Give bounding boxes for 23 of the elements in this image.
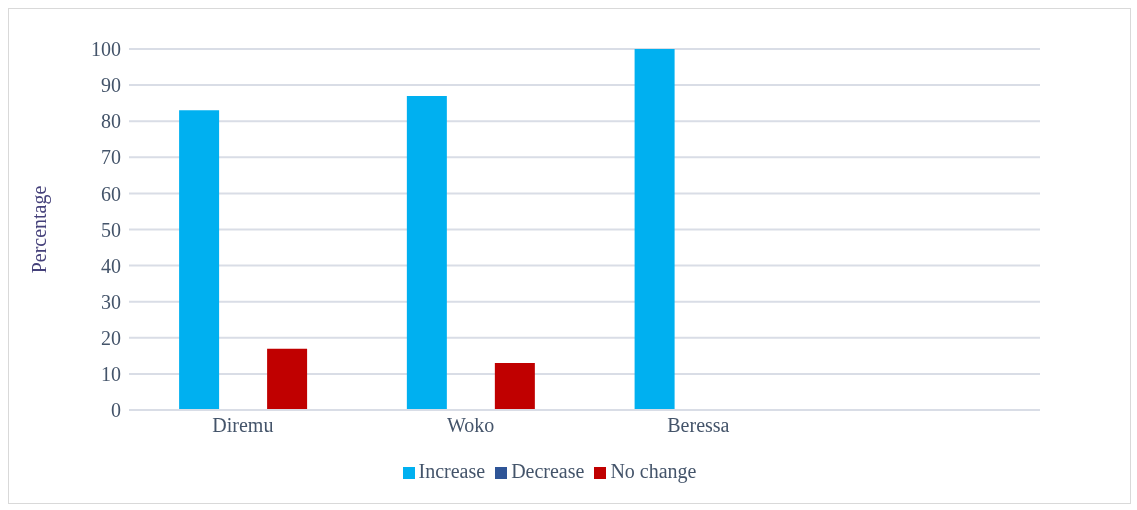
y-tick-label: 60 bbox=[101, 182, 121, 205]
y-axis-title: Percentage bbox=[28, 185, 52, 274]
x-tick-label: Beressa bbox=[667, 414, 730, 437]
bar bbox=[494, 363, 535, 410]
legend-label: Decrease bbox=[511, 460, 585, 482]
y-tick-label: 20 bbox=[101, 326, 121, 349]
bar bbox=[406, 95, 447, 410]
y-tick-label: 80 bbox=[101, 110, 121, 133]
y-tick-label: 40 bbox=[101, 254, 121, 277]
x-tick-label: Diremu bbox=[212, 414, 274, 437]
bar bbox=[267, 348, 308, 410]
y-tick-label: 100 bbox=[91, 38, 121, 61]
y-tick-label: 90 bbox=[101, 74, 121, 97]
y-tick-label: 0 bbox=[111, 399, 121, 422]
legend-label: Increase bbox=[418, 460, 486, 482]
legend-label: No change bbox=[610, 460, 697, 482]
y-tick-label: 70 bbox=[101, 146, 121, 169]
bar bbox=[179, 110, 220, 410]
x-tick-label: Woko bbox=[446, 414, 495, 437]
bar bbox=[634, 49, 675, 410]
y-tick-label: 30 bbox=[101, 290, 121, 313]
y-tick-label: 50 bbox=[101, 218, 121, 241]
y-tick-label: 10 bbox=[101, 363, 121, 385]
